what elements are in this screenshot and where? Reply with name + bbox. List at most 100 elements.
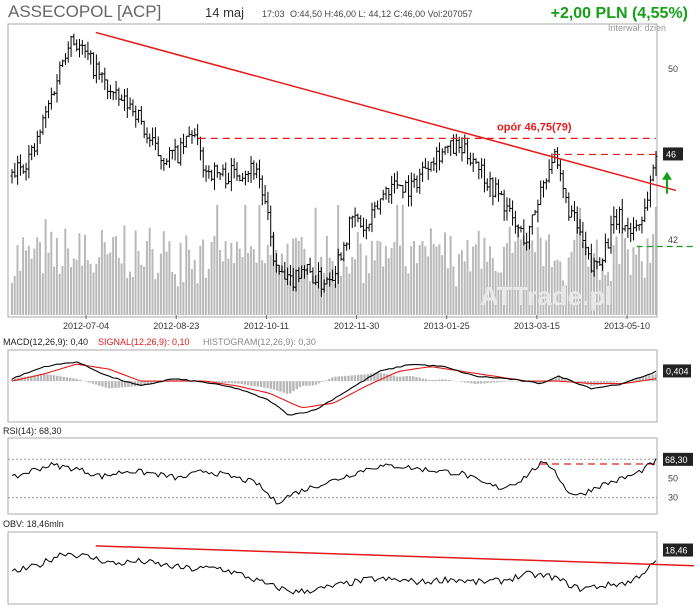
price-bar (395, 171, 399, 189)
volume-bar (193, 259, 196, 315)
volume-bar (348, 273, 351, 315)
price-bar (474, 158, 478, 164)
price-bar (325, 277, 329, 285)
volume-bar (182, 282, 185, 315)
price-bar (179, 137, 183, 166)
volume-bar (626, 249, 629, 315)
price-bar (311, 267, 315, 284)
volume-bar (47, 252, 50, 315)
volume-bar (379, 241, 382, 315)
date-tick-label: 2012-08-23 (153, 321, 199, 331)
histogram-bar (26, 376, 30, 382)
histogram-bar (609, 381, 612, 384)
histogram-bar (302, 381, 305, 386)
volume-bar (213, 235, 216, 315)
volume-bar (489, 246, 491, 315)
price-bar (626, 217, 630, 238)
histogram-bar (85, 381, 88, 382)
price-bar (111, 91, 115, 101)
histogram-bar (59, 376, 62, 382)
histogram-label: HISTOGRAM(12,26,9): 0,30 (203, 337, 316, 347)
rsi-series: 50 30 68,30 (8, 452, 693, 505)
histogram-bar (69, 377, 72, 382)
price-bar (440, 148, 444, 164)
date-tick-label: 2012-07-04 (63, 321, 109, 331)
price-bar (125, 88, 129, 118)
price-bar (477, 161, 481, 180)
histogram-bar (602, 381, 606, 385)
price-bar (145, 127, 149, 144)
price-bar (589, 243, 593, 273)
volume-bar (449, 236, 452, 315)
volume-bar (455, 286, 458, 315)
volume-bar (131, 277, 134, 315)
histogram-bar (577, 381, 580, 382)
histogram-bar (331, 377, 334, 382)
price-bar (463, 134, 467, 154)
obv-value: 18,46 (665, 546, 688, 556)
volume-bar (145, 241, 148, 315)
price-bar (269, 205, 273, 247)
histogram-bar (399, 376, 402, 382)
histogram-bar (227, 381, 230, 384)
volume-bar (210, 242, 213, 315)
volume-bar (179, 242, 182, 315)
histogram-bar (421, 378, 425, 382)
volume-bar (491, 258, 494, 315)
price-bar (519, 225, 523, 233)
price-bar (13, 162, 17, 178)
histogram-bar (344, 375, 347, 382)
price-bar (159, 155, 163, 170)
volume-bar (458, 254, 460, 315)
price-bar (404, 180, 408, 193)
histogram-bar (463, 381, 467, 383)
price-bar (629, 222, 633, 242)
histogram-bar (305, 381, 308, 386)
price-bar (80, 39, 84, 55)
volume-bar (368, 273, 371, 315)
volume-bar (81, 265, 84, 315)
price-bar (567, 192, 571, 221)
price-bar (544, 178, 548, 190)
price-bar (435, 146, 439, 173)
date-tick-label: 2013-05-10 (604, 321, 650, 331)
rsi-panel-frame (7, 437, 658, 515)
date-tick-label: 2012-11-30 (334, 321, 379, 331)
volume-bar (27, 245, 30, 315)
price-bar (120, 94, 124, 101)
volume-bar (463, 261, 466, 315)
price-bar (277, 264, 281, 275)
price-bar (407, 175, 411, 207)
volume-bar (334, 283, 337, 315)
price-bar (218, 172, 222, 180)
price-bar (170, 149, 174, 160)
price-bar (392, 173, 396, 194)
price-bar (243, 170, 247, 186)
volume-bar (581, 242, 584, 315)
volume-bar (370, 240, 373, 315)
date-tick-label: 2013-03-15 (514, 321, 560, 331)
price-bar (491, 177, 495, 206)
histogram-bar (541, 381, 544, 383)
price-bar (204, 165, 208, 182)
volume-bar (72, 258, 75, 315)
volume-bar (89, 263, 92, 315)
price-bar (187, 126, 191, 138)
volume-bar (376, 240, 379, 315)
price-bar (92, 52, 96, 79)
volume-bar (202, 239, 205, 315)
volume-bar (573, 239, 576, 315)
histogram-bar (120, 381, 124, 388)
histogram-bar (98, 381, 101, 386)
histogram-bar (230, 381, 234, 384)
histogram-bar (240, 381, 243, 385)
price-bar (466, 138, 470, 165)
price-trendline (95, 31, 677, 192)
volume-bar (531, 240, 534, 315)
volume-bar (19, 270, 22, 315)
price-bar (153, 127, 157, 151)
volume-bar (508, 226, 511, 315)
volume-bar (550, 267, 553, 315)
price-bar (603, 233, 607, 263)
